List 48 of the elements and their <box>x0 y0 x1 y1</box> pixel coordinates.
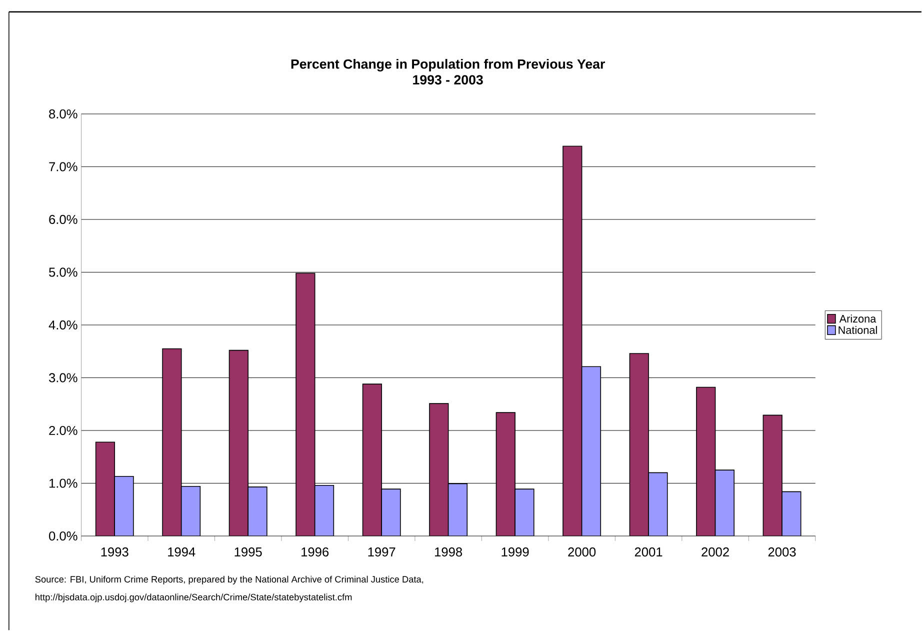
y-tick-label: 4.0% <box>48 320 78 330</box>
bar <box>314 485 334 536</box>
y-tick-label: 5.0% <box>49 268 78 277</box>
bar <box>782 492 802 536</box>
x-tick-label: 2000 <box>568 548 596 557</box>
bar <box>180 486 201 536</box>
x-tick-label: 2002 <box>702 548 729 557</box>
x-tick-label: 1994 <box>168 548 196 557</box>
bar <box>95 442 116 536</box>
bar <box>581 366 602 536</box>
x-tick-label: 1997 <box>368 548 396 557</box>
y-tick-label: 2.0% <box>49 426 78 436</box>
bar <box>381 488 401 536</box>
bar <box>429 403 449 536</box>
bar <box>629 353 649 536</box>
y-tick-label: 6.0% <box>49 215 78 224</box>
x-tick-label: 1996 <box>302 548 329 557</box>
bar <box>362 384 382 536</box>
bar <box>696 387 716 536</box>
source-note: Source: FBI, Uniform Crime Reports, prepared by the National Archive of Criminal Justice Data, <box>35 576 424 585</box>
bar <box>248 486 268 536</box>
legend-label: Arizona <box>839 314 876 323</box>
x-tick-label: 2003 <box>768 548 796 557</box>
x-tick-label: 1998 <box>435 548 462 557</box>
bar <box>714 470 735 536</box>
y-tick-label: 0.0% <box>49 532 78 541</box>
x-tick-label: 1995 <box>234 548 262 557</box>
x-tick-label: 1999 <box>502 548 529 557</box>
y-tick-label: 8.0% <box>49 110 78 119</box>
bar <box>228 350 248 536</box>
bar <box>114 476 134 536</box>
text: http://bjsdata.ojp.usdoj.gov/dataonline/Search/Crime/State/statebystatelist.cfm <box>36 594 352 602</box>
bar <box>496 412 516 536</box>
bar <box>648 472 668 536</box>
y-tick-label: 1.0% <box>49 478 78 488</box>
bar <box>562 146 582 536</box>
bar <box>514 488 534 536</box>
y-tick-label: 3.0% <box>49 373 78 383</box>
bar <box>296 273 316 536</box>
y-tick-label: 7.0% <box>49 162 78 172</box>
bar <box>448 484 468 536</box>
legend-label: National <box>838 326 877 334</box>
chart-title: Percent Change in Population from Previous Year <box>291 59 605 72</box>
x-tick-label: 2001 <box>634 548 662 557</box>
x-tick-label: 1993 <box>101 548 128 557</box>
bar <box>762 415 782 536</box>
chart-subtitle: 1993 - 2003 <box>413 75 483 85</box>
bar <box>162 348 182 536</box>
